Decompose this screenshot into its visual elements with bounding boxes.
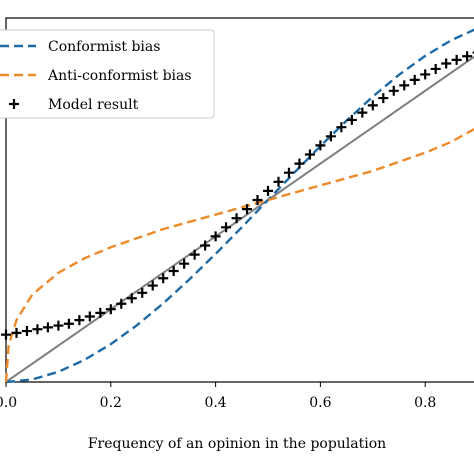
model-result-point — [242, 204, 253, 215]
model-result-point — [63, 318, 74, 329]
model-result-point — [263, 185, 273, 196]
x-tick-label: 0.4 — [204, 395, 226, 411]
conformist-bias-line — [5, 28, 474, 384]
model-result-point — [304, 149, 315, 160]
model-result-point — [325, 131, 336, 142]
model-result-point — [168, 265, 179, 276]
model-result-point — [74, 315, 85, 326]
legend-label: Model result — [48, 97, 139, 113]
legend-item: Conformist bias — [0, 39, 160, 55]
model-result-point — [95, 307, 106, 318]
model-result-point — [462, 51, 473, 62]
model-result-point — [210, 231, 221, 242]
model-result-point — [252, 195, 263, 205]
model-result-point — [346, 114, 357, 125]
legend: Conformist bias Anti-conformist bias Model… — [0, 29, 215, 119]
x-tick-label: 0.8 — [414, 395, 436, 411]
anti-conformist-bias-line — [4, 127, 474, 383]
x-axis-title: Frequency of an opinion in the populatio… — [88, 436, 386, 452]
model-result-point — [147, 280, 158, 291]
model-result-point — [179, 258, 190, 269]
model-result-point — [11, 327, 22, 338]
model-result-point — [315, 140, 326, 151]
model-result-point — [420, 69, 431, 80]
legend-label: Conformist bias — [48, 39, 160, 55]
plot-frame — [5, 17, 474, 383]
model-result-point — [126, 293, 137, 304]
model-result-point — [409, 74, 420, 85]
legend-item: Anti-conformist bias — [0, 68, 192, 84]
model-result-point — [451, 54, 462, 65]
model-result-point — [399, 80, 410, 91]
model-result-point — [116, 298, 127, 309]
legend-box — [0, 29, 215, 119]
model-result-point — [189, 249, 200, 260]
legend-label: Anti-conformist bias — [47, 68, 192, 84]
model-result-point — [388, 85, 399, 96]
model-result-point — [367, 100, 378, 111]
x-tick-label: 0.6 — [309, 395, 331, 411]
model-result-point — [1, 329, 11, 340]
model-result-series — [1, 51, 474, 340]
model-result-point — [158, 273, 169, 284]
x-tick-label: 0.2 — [100, 395, 122, 411]
model-result-point — [273, 176, 284, 187]
model-result-point — [378, 93, 389, 104]
model-result-point — [21, 326, 32, 337]
model-result-point — [42, 322, 53, 333]
model-result-point — [231, 213, 242, 224]
model-result-point — [137, 287, 148, 298]
model-result-point — [53, 320, 64, 331]
model-result-point — [84, 311, 95, 322]
model-result-point — [283, 167, 294, 178]
model-result-point — [430, 63, 441, 74]
model-result-point — [294, 158, 305, 169]
legend-swatch — [9, 99, 19, 109]
model-result-point — [32, 324, 43, 335]
model-result-point — [336, 122, 347, 133]
model-result-point — [105, 304, 116, 315]
model-result-point — [441, 58, 452, 69]
model-result-point — [221, 222, 232, 233]
series-layer — [1, 28, 474, 384]
x-axis: 0.0 0.2 0.4 0.6 0.8 — [0, 382, 436, 411]
x-tick-label: 0.0 — [0, 395, 17, 411]
model-result-point — [200, 240, 211, 251]
legend-item: Model result — [9, 97, 139, 113]
model-result-point — [357, 107, 368, 118]
